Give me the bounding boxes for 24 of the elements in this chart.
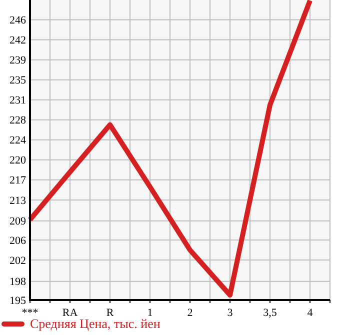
y-tick-label: 217 [10, 174, 26, 187]
y-tick-label: 213 [10, 194, 26, 207]
y-tick-label: 228 [10, 114, 26, 127]
x-tick-label: 3 [227, 307, 234, 319]
y-tick-label: 239 [10, 54, 26, 67]
y-tick-label: 224 [10, 134, 26, 147]
y-tick-label: 235 [10, 74, 26, 87]
x-tick-label: 3,5 [263, 307, 278, 319]
y-tick-label: 209 [10, 216, 26, 228]
x-tick-label: 4 [307, 307, 314, 319]
x-tick-label: *** [22, 307, 38, 319]
y-tick-label: 206 [10, 234, 26, 247]
x-tick-label: 2 [187, 307, 193, 319]
y-tick-label: 195 [10, 294, 26, 307]
y-tick-label: 242 [10, 34, 26, 47]
y-tick-label: 198 [10, 276, 26, 288]
y-tick-label: 202 [10, 254, 26, 267]
y-tick-label: 231 [10, 94, 26, 107]
x-tick-label: RA [62, 307, 78, 319]
x-tick-label: 1 [147, 307, 153, 319]
y-tick-label: 246 [10, 14, 26, 27]
x-tick-label: R [106, 307, 114, 319]
legend-label: Средняя Цена, тыс. йен [30, 316, 160, 331]
y-tick-label: 220 [10, 154, 26, 167]
